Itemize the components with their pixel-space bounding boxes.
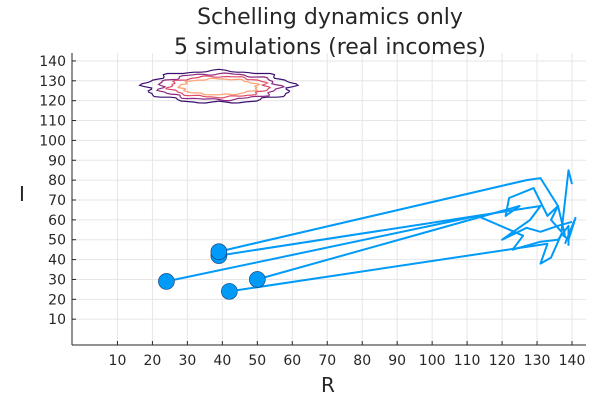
y-tick-label: 100: [39, 133, 66, 149]
simulation-line: [218, 205, 573, 257]
chart-title-line-1: Schelling dynamics only: [197, 5, 463, 30]
x-tick-label: 120: [489, 353, 516, 369]
y-tick-label: 10: [48, 312, 66, 328]
y-axis-label: I: [19, 182, 25, 206]
y-tick-label: 20: [48, 292, 66, 308]
x-tick-label: 70: [318, 353, 336, 369]
simulation-line: [218, 169, 573, 253]
simulation-series: [158, 169, 577, 300]
simulation-line: [166, 214, 570, 283]
y-tick-label: 70: [48, 193, 66, 209]
y-tick-label: 110: [39, 114, 66, 130]
x-tick-label: 10: [109, 353, 127, 369]
y-tick-label: 140: [39, 54, 66, 70]
x-tick-label: 110: [454, 353, 481, 369]
y-tick-label: 130: [39, 74, 66, 90]
x-tick-label: 130: [524, 353, 551, 369]
x-tick-label: 20: [144, 353, 162, 369]
axes: 10 20 30 40 50 60 70 80 90 100 110 120 130 140 10 20 30 4…: [39, 53, 586, 369]
y-tick-label: 80: [48, 173, 66, 189]
simulation-line: [257, 187, 566, 281]
x-tick-label: 90: [388, 353, 406, 369]
x-tick-label: 30: [178, 353, 196, 369]
y-tick-label: 50: [48, 233, 66, 249]
x-tick-label: 40: [213, 353, 231, 369]
x-tick-label: 50: [248, 353, 266, 369]
x-tick-label: 80: [353, 353, 371, 369]
simulation-start-point: [210, 243, 228, 260]
simulation-line: [229, 216, 577, 293]
contour-level: [177, 77, 262, 96]
y-tick-label: 60: [48, 213, 66, 229]
x-tick-label: 140: [559, 353, 586, 369]
contour-level: [138, 68, 300, 104]
contour-level: [164, 75, 272, 99]
chart-title-line-2: 5 simulations (real incomes): [174, 35, 486, 60]
income-contour: [138, 68, 300, 104]
simulation-start-point: [158, 273, 175, 290]
y-tick-label: 120: [39, 94, 66, 110]
y-tick-label: 30: [48, 272, 66, 288]
x-axis-label: R: [321, 373, 335, 397]
y-tick-label: 90: [48, 153, 66, 169]
simulation-start-point: [221, 283, 238, 300]
contour-level: [155, 72, 286, 102]
simulation-start-point: [249, 271, 266, 288]
x-tick-label: 100: [419, 353, 446, 369]
x-tick-label: 60: [283, 353, 301, 369]
y-tick-label: 40: [48, 253, 66, 269]
